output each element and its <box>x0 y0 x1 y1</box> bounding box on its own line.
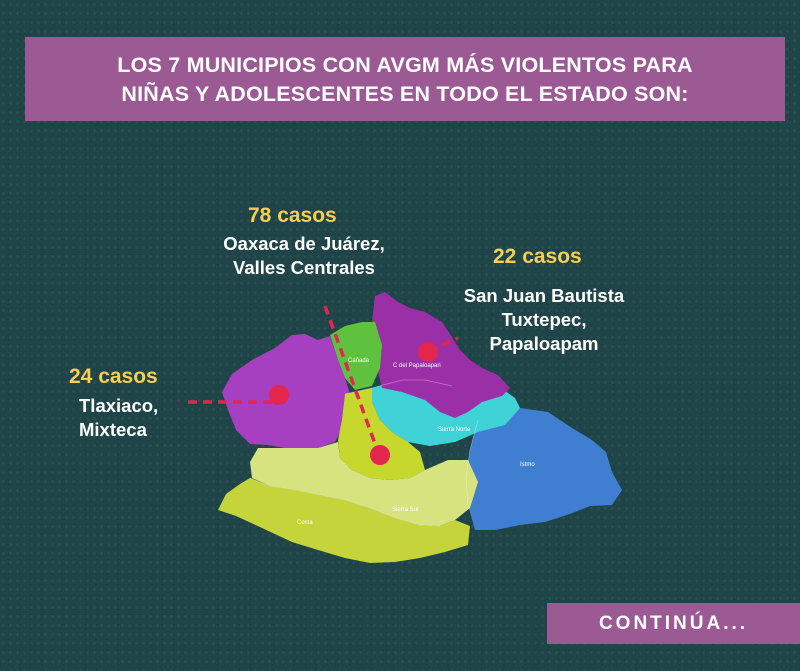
region-valles <box>338 388 425 480</box>
callout-tuxtepec-line-3: Papaloapam <box>489 333 599 354</box>
region-label-istmo: Istmo <box>520 462 535 468</box>
marker-tlaxiaco <box>269 385 289 405</box>
region-canada <box>330 322 382 390</box>
callout-tuxtepec-name: San Juan Bautista Tuxtepec, Papaloapam <box>444 284 644 356</box>
callout-tlaxiaco-line-1: Tlaxiaco, <box>79 395 159 416</box>
region-label-sierra-norte: Sierra Norte <box>438 427 471 433</box>
callout-tlaxiaco-count: 24 casos <box>69 365 158 388</box>
callout-oaxaca-line-2: Valles Centrales <box>233 257 375 278</box>
callout-oaxaca-count: 78 casos <box>248 204 337 227</box>
callout-tlaxiaco-line-2: Mixteca <box>79 419 147 440</box>
leader-line-oaxaca <box>323 305 380 453</box>
region-istmo <box>466 408 622 530</box>
region-label-papaloapan: C del Papaloapan <box>393 363 441 369</box>
region-label-sierra-sur: Sierra Sur <box>392 507 419 513</box>
marker-oaxaca <box>370 445 390 465</box>
region-label-costa: Costa <box>297 520 313 526</box>
title-banner: LOS 7 MUNICIPIOS CON AVGM MÁS VIOLENTOS … <box>25 37 785 121</box>
callout-oaxaca-line-1: Oaxaca de Juárez, <box>223 233 385 254</box>
region-label-canada: Cañada <box>348 358 370 364</box>
title-line-2: NIÑAS Y ADOLESCENTES EN TODO EL ESTADO S… <box>121 82 689 106</box>
callout-tuxtepec-line-2: Tuxtepec, <box>501 309 587 330</box>
region-papaloapan <box>372 292 510 418</box>
region-sierra-sur <box>250 442 478 526</box>
callout-tuxtepec-count: 22 casos <box>493 245 582 268</box>
continue-button[interactable]: CONTINÚA... <box>547 603 800 644</box>
region-costa <box>218 478 470 563</box>
callout-tuxtepec-line-1: San Juan Bautista <box>463 285 625 306</box>
marker-tuxtepec <box>418 342 438 362</box>
callout-oaxaca-name: Oaxaca de Juárez, Valles Centrales <box>206 232 402 280</box>
title-line-1: LOS 7 MUNICIPIOS CON AVGM MÁS VIOLENTOS … <box>117 53 693 77</box>
callout-tlaxiaco-name: Tlaxiaco, Mixteca <box>79 394 158 442</box>
